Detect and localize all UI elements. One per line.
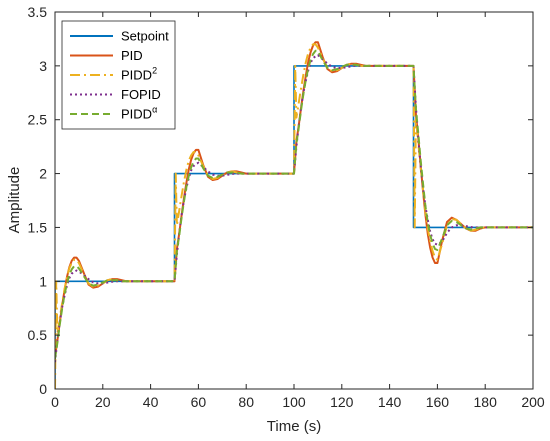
legend-label-2: PID — [121, 48, 143, 63]
y-tick-label: 1 — [39, 273, 47, 289]
y-tick-label: 3.5 — [28, 4, 48, 20]
legend-label-text: PIDD — [121, 68, 152, 83]
legend-label-4: FOPID — [121, 87, 161, 102]
x-tick-label: 0 — [51, 394, 59, 410]
x-tick-label: 140 — [378, 394, 402, 410]
x-tick-label: 40 — [143, 394, 159, 410]
x-tick-label: 200 — [521, 394, 545, 410]
x-tick-label: 120 — [330, 394, 354, 410]
legend-label-text: Setpoint — [121, 29, 169, 44]
legend-label-text: PID — [121, 48, 143, 63]
y-tick-label: 3 — [39, 58, 47, 74]
legend-label-5: PIDDα — [121, 105, 157, 122]
legend-label-1: Setpoint — [121, 29, 169, 44]
ticks-layer: 0 20 40 60 80 100 120 140 160 180 200 0 0.5 1 1.5 2 2.5 3… — [28, 4, 545, 410]
y-tick-label: 2 — [39, 166, 47, 182]
y-tick-label: 0.5 — [28, 327, 48, 343]
x-tick-label: 180 — [474, 394, 498, 410]
x-axis-label: Time (s) — [267, 418, 321, 435]
series-layer — [55, 41, 533, 389]
legend-label-text: PIDD — [121, 107, 152, 122]
legend-label-3: PIDD2 — [121, 66, 157, 83]
legend-label-superscript: 2 — [152, 66, 157, 76]
y-axis-label: Amplitude — [6, 167, 23, 234]
y-tick-label: 1.5 — [28, 219, 48, 235]
legend-label-superscript: α — [152, 105, 157, 115]
legend-label-text: FOPID — [121, 87, 161, 102]
x-tick-label: 20 — [95, 394, 111, 410]
y-tick-label: 0 — [39, 381, 47, 397]
x-tick-label: 60 — [191, 394, 207, 410]
legend-box — [61, 20, 176, 130]
x-tick-label: 100 — [282, 394, 306, 410]
y-tick-label: 2.5 — [28, 112, 48, 128]
x-tick-label: 160 — [426, 394, 450, 410]
series-line-5 — [55, 49, 533, 359]
x-tick-label: 80 — [238, 394, 254, 410]
